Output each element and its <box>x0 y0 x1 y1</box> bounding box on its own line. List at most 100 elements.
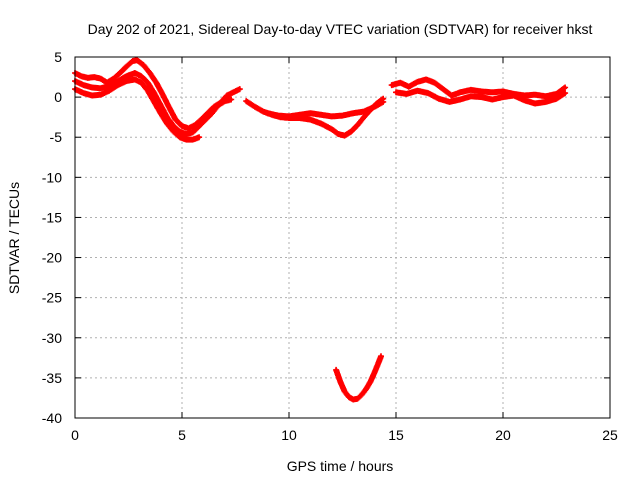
data-point <box>501 95 505 99</box>
data-point <box>139 81 143 85</box>
data-point <box>238 87 242 91</box>
data-point <box>360 393 364 397</box>
data-point <box>469 88 473 92</box>
y-axis-label: SDTVAR / TECUs <box>6 182 22 294</box>
y-tick-label: -5 <box>50 129 63 145</box>
y-tick-label: -20 <box>42 250 62 266</box>
data-point <box>480 89 484 94</box>
data-point <box>186 126 191 130</box>
data-point <box>458 90 462 94</box>
data-point <box>330 114 334 118</box>
data-point <box>90 93 94 98</box>
grid-lines <box>75 57 610 418</box>
data-point <box>533 93 537 97</box>
data-point <box>139 74 143 78</box>
data-point <box>469 94 473 98</box>
data-point <box>522 98 527 102</box>
data-point <box>458 97 462 102</box>
data-point <box>424 77 428 82</box>
data-point <box>544 94 548 98</box>
data-point <box>116 83 120 87</box>
data-point <box>287 114 291 118</box>
x-tick-label: 5 <box>178 427 186 443</box>
data-point <box>308 111 312 115</box>
axis-ticks: 0 5 10 15 20 25 5 0 -5 -10 -15 -20 -25 -30 -35 -40 <box>42 49 618 443</box>
series-outlier-arc <box>333 353 384 403</box>
data-point <box>368 380 372 384</box>
data-point <box>349 130 353 134</box>
data-point <box>86 76 90 80</box>
data-point <box>373 105 377 109</box>
data-point <box>343 134 347 138</box>
series-15-23-h-parallel <box>393 87 569 107</box>
data-point <box>319 121 323 126</box>
data-point <box>135 58 139 62</box>
data-point <box>244 99 248 103</box>
data-point <box>450 93 454 98</box>
data-point <box>379 354 383 358</box>
data-point <box>152 91 156 95</box>
data-point <box>165 121 169 126</box>
data-point <box>362 109 366 114</box>
y-tick-label: -40 <box>42 410 62 426</box>
data-point <box>225 93 229 98</box>
data-point <box>223 99 227 103</box>
y-tick-label: -25 <box>42 290 62 306</box>
data-point <box>99 93 103 97</box>
data-point <box>319 113 323 117</box>
data-point <box>178 135 182 139</box>
data-point <box>178 130 182 134</box>
data-point <box>99 77 103 81</box>
plot-frame <box>74 56 611 419</box>
data-point <box>79 74 84 78</box>
data-point <box>216 103 220 107</box>
data-point <box>148 71 152 75</box>
data-point <box>447 100 452 104</box>
data-point <box>99 86 103 90</box>
data-point <box>107 84 111 88</box>
data-point <box>362 115 366 119</box>
data-point <box>180 124 184 128</box>
series-middle-track <box>72 70 235 137</box>
data-point <box>276 113 280 118</box>
data-point <box>131 59 135 63</box>
data-point <box>373 370 377 374</box>
data-points <box>72 57 569 403</box>
data-point <box>146 81 150 85</box>
data-point <box>203 117 208 122</box>
data-point <box>336 132 340 136</box>
data-point <box>338 380 342 384</box>
data-point <box>90 85 94 90</box>
data-point <box>92 75 96 79</box>
data-point <box>141 63 146 67</box>
data-point <box>146 89 150 93</box>
data-point <box>154 81 158 85</box>
data-point <box>107 89 111 93</box>
data-point <box>377 360 381 364</box>
data-point <box>159 103 163 107</box>
data-point <box>184 132 188 136</box>
data-point <box>544 100 548 104</box>
data-point <box>533 101 537 106</box>
data-point <box>184 138 188 142</box>
data-point <box>407 85 411 89</box>
data-point <box>191 138 195 142</box>
data-point <box>390 83 394 87</box>
series-8-15-h-parallel <box>264 98 387 120</box>
data-point <box>210 111 214 115</box>
data-point <box>308 117 312 122</box>
x-tick-label: 20 <box>495 427 511 443</box>
data-point <box>330 127 334 131</box>
data-point <box>124 65 128 69</box>
data-point <box>394 90 398 94</box>
x-tick-label: 10 <box>281 427 297 443</box>
data-point <box>124 79 128 83</box>
data-point <box>563 85 567 90</box>
data-point <box>229 97 233 102</box>
series-8-15-h-segment <box>243 95 387 139</box>
y-tick-label: 0 <box>54 89 62 105</box>
x-tick-label: 0 <box>71 427 79 443</box>
series-15-23-h-segment <box>388 76 569 100</box>
data-point <box>437 97 441 101</box>
data-point <box>161 93 165 97</box>
